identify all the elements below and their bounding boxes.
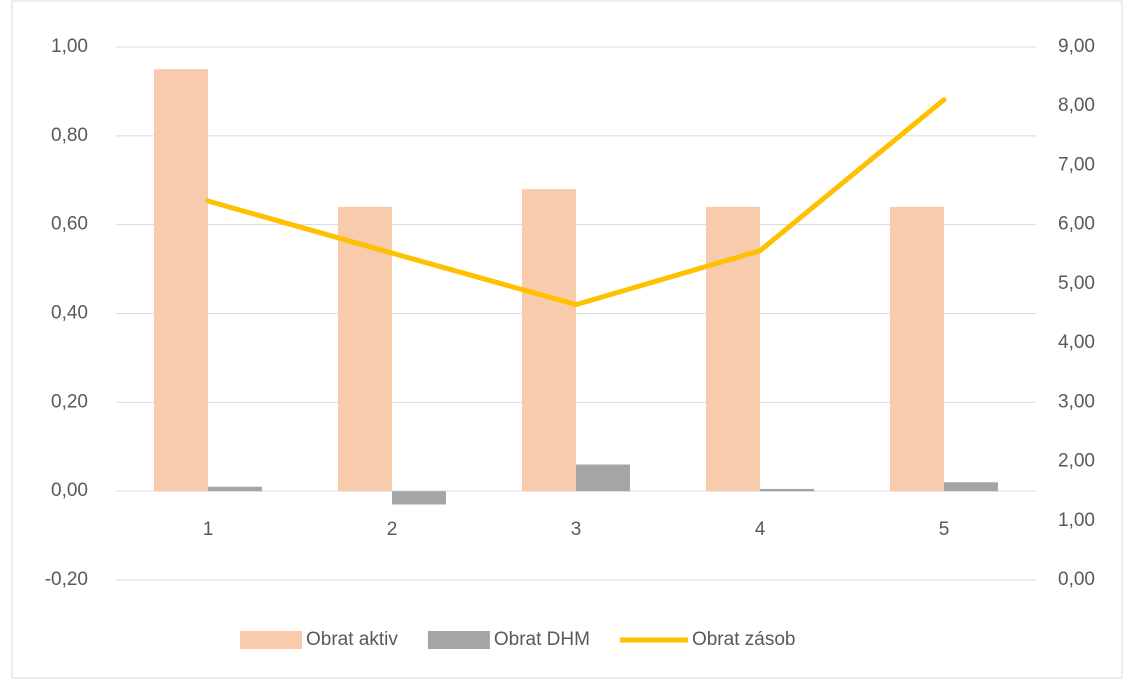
y2-tick-label: 5,00	[1058, 273, 1095, 294]
legend-label: Obrat aktiv	[306, 629, 398, 650]
y2-tick-label: 4,00	[1058, 332, 1095, 353]
y2-tick-label: 2,00	[1058, 451, 1095, 472]
legend-label: Obrat DHM	[494, 629, 590, 650]
y-tick-label: 0,20	[51, 391, 88, 412]
x-tick-label: 3	[571, 519, 582, 540]
bar	[760, 488, 814, 492]
y2-tick-label: 7,00	[1058, 154, 1095, 175]
y-tick-label: 0,00	[51, 480, 88, 501]
bar	[154, 69, 208, 492]
line	[205, 97, 947, 308]
bar	[576, 464, 630, 492]
legend-label: Obrat zásob	[692, 629, 796, 650]
y-tick-label: 0,80	[51, 125, 88, 146]
x-tick-label: 4	[755, 519, 766, 540]
bar	[208, 486, 262, 492]
y2-tick-label: 0,00	[1058, 569, 1095, 590]
x-tick-label: 5	[939, 519, 950, 540]
y-tick-label: 1,00	[51, 36, 88, 57]
x-tick-label: 2	[387, 519, 398, 540]
y-tick-label: -0,20	[45, 569, 88, 590]
bar	[522, 189, 576, 492]
y-tick-label: 0,40	[51, 303, 88, 324]
y2-tick-label: 9,00	[1058, 36, 1095, 57]
bar	[890, 206, 944, 492]
y2-tick-label: 1,00	[1058, 510, 1095, 531]
y2-tick-label: 3,00	[1058, 391, 1095, 412]
y2-tick-label: 6,00	[1058, 214, 1095, 235]
bar	[338, 206, 392, 492]
legend-swatch	[427, 631, 490, 649]
legend-swatch	[240, 631, 302, 649]
bar	[706, 206, 760, 492]
bar	[392, 491, 446, 505]
bar	[944, 482, 998, 492]
x-tick-label: 1	[203, 519, 214, 540]
y2-tick-label: 8,00	[1058, 95, 1095, 116]
y-tick-label: 0,60	[51, 214, 88, 235]
